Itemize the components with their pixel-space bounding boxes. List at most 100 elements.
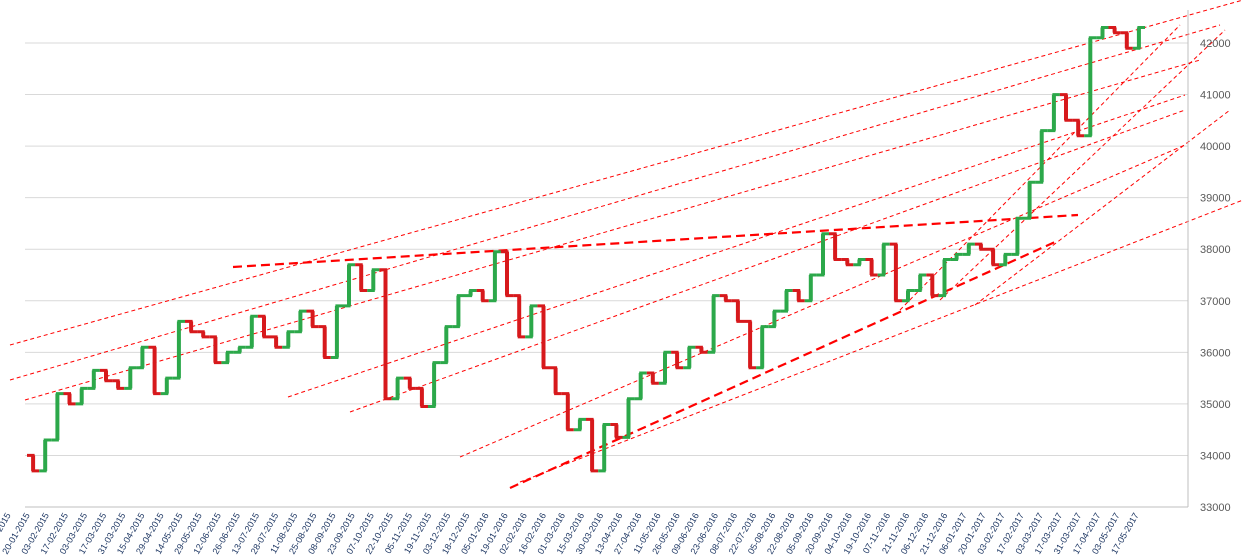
y-tick-label: 38000	[1200, 244, 1231, 256]
candle-up	[347, 264, 351, 306]
candle-up	[1051, 94, 1056, 131]
candle-down	[869, 259, 874, 275]
candle-up	[906, 290, 910, 301]
candle-up	[1015, 218, 1020, 255]
trendline-channel	[974, 109, 1231, 306]
candle-down	[833, 233, 838, 260]
candle-down	[1064, 94, 1068, 121]
candle-down	[1076, 120, 1081, 136]
candle-up	[237, 347, 242, 353]
candle-up	[55, 393, 60, 440]
candle-up	[857, 259, 862, 265]
candle-up	[821, 233, 825, 275]
trendline-channel	[287, 94, 1186, 398]
candle-down	[67, 393, 72, 404]
y-tick-label: 36000	[1200, 347, 1231, 359]
trendline-major	[232, 213, 1079, 269]
candle-down	[723, 295, 728, 301]
candle-up	[128, 367, 133, 389]
candle-down	[383, 269, 388, 399]
candle-down	[590, 419, 595, 471]
trendline-channel	[519, 199, 1243, 483]
candle-up	[577, 419, 582, 430]
candle-down	[505, 251, 509, 296]
candle-down	[201, 331, 206, 337]
candle-down	[152, 347, 157, 394]
candle-up	[1039, 130, 1044, 183]
candle-down	[322, 326, 327, 358]
candle-up	[444, 326, 449, 363]
price-series	[27, 26, 1145, 473]
candle-up	[468, 290, 473, 296]
candle-up	[225, 352, 230, 363]
candle-down	[1112, 27, 1117, 33]
trendlines	[9, 0, 1243, 490]
y-tick-label: 33000	[1200, 502, 1231, 514]
candle-down	[978, 244, 983, 250]
candle-down	[517, 295, 522, 337]
trendline-major	[509, 240, 1056, 490]
x-axis: 06-01-201520-01-201503-02-201517-02-2015…	[0, 506, 1188, 556]
candle-down	[893, 244, 898, 301]
candle-up	[918, 275, 923, 291]
candle-up	[298, 311, 303, 332]
candle-up	[687, 347, 692, 368]
y-tick-label: 34000	[1200, 450, 1231, 462]
candle-down	[541, 305, 546, 368]
candle-up	[1136, 27, 1141, 49]
candle-down	[274, 336, 279, 348]
trendline-channel	[24, 59, 1201, 401]
candle-down	[116, 380, 121, 389]
trendline-channel	[939, 29, 1226, 301]
candle-up	[711, 295, 716, 353]
candle-up	[286, 331, 291, 348]
candle-down	[310, 311, 315, 327]
candle-down	[699, 347, 704, 353]
candle-up	[638, 373, 643, 399]
candle-up	[164, 378, 169, 394]
candle-up	[176, 321, 181, 379]
candle-up	[140, 347, 145, 368]
candle-up	[881, 244, 886, 275]
trendline-channel	[349, 109, 1186, 413]
gridlines	[25, 42, 1188, 508]
candle-up	[1100, 27, 1105, 38]
candle-up	[626, 398, 631, 438]
candle-down	[480, 290, 485, 301]
candle-down	[31, 455, 36, 471]
candle-up	[91, 370, 96, 389]
candle-down	[419, 388, 424, 407]
candle-down	[675, 352, 680, 368]
candle-down	[748, 321, 753, 368]
candle-up	[432, 362, 437, 407]
candle-down	[614, 424, 619, 438]
candle-down	[553, 367, 558, 394]
y-axis: 33000 34000 35000 36000 37000 38000 39000 40000…	[1187, 10, 1231, 514]
candle-down	[1124, 32, 1129, 49]
y-tick-label: 37000	[1200, 296, 1231, 308]
candle-down	[104, 370, 108, 381]
candle-up	[43, 440, 48, 471]
candle-up	[760, 326, 765, 368]
y-tick-label: 35000	[1200, 399, 1231, 411]
y-tick-label: 41000	[1200, 90, 1231, 102]
candle-up	[529, 305, 534, 337]
candle-up	[1088, 37, 1093, 136]
candle-down	[565, 393, 570, 430]
candle-up	[784, 290, 789, 312]
candle-up	[954, 254, 959, 260]
candle-down	[845, 259, 850, 265]
candle-up	[249, 316, 254, 348]
trendline-channel	[9, 24, 1221, 381]
candle-up	[371, 269, 376, 291]
candle-up	[808, 275, 813, 301]
candle-up	[492, 251, 497, 301]
trendline-channel	[9, 0, 1243, 346]
candle-down	[735, 300, 740, 322]
candle-up	[942, 259, 947, 296]
candle-up	[966, 244, 971, 255]
trendline-channel	[459, 144, 1186, 458]
y-tick-label: 39000	[1200, 193, 1231, 205]
